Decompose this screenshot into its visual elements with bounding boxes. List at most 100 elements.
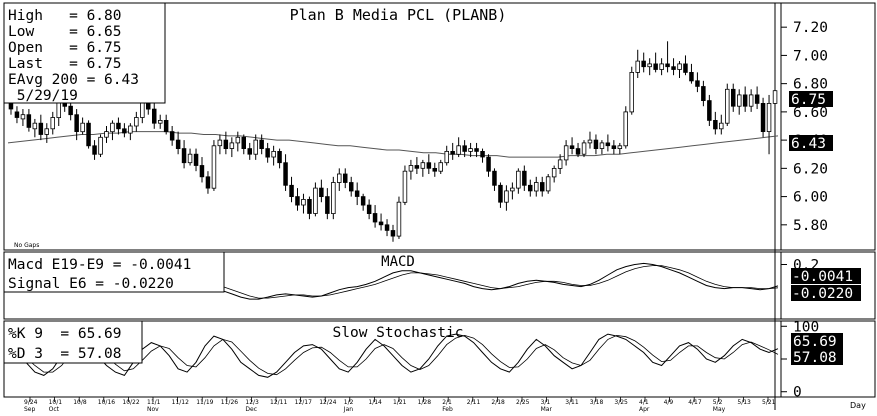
- date-tick-label: 10/1: [49, 399, 63, 406]
- last-price-badge-text: 6.75: [791, 92, 826, 108]
- date-tick-label: 12/24: [319, 399, 336, 406]
- candle: [26, 109, 32, 132]
- candle: [486, 154, 491, 177]
- chart-title: Plan B Media PCL (PLANB): [290, 6, 507, 24]
- candle: [444, 145, 449, 166]
- date-tick-label: 3/25: [614, 399, 628, 406]
- info-eavg: EAvg 200 = 6.43: [8, 72, 139, 88]
- candle: [731, 83, 736, 112]
- candle: [271, 145, 276, 166]
- candle: [719, 114, 724, 135]
- candle: [605, 134, 611, 152]
- price-panel: [3, 2, 782, 251]
- candle: [289, 176, 294, 203]
- candle: [551, 165, 557, 183]
- candle: [569, 137, 575, 155]
- candle: [92, 140, 97, 160]
- no-gaps-label: No Gaps: [14, 242, 39, 249]
- month-label: Dec: [245, 406, 257, 413]
- candle: [360, 193, 366, 211]
- candle: [331, 176, 336, 220]
- candle: [175, 131, 181, 155]
- candle: [474, 142, 479, 158]
- candle: [402, 165, 408, 206]
- candle: [641, 52, 646, 73]
- candle: [104, 126, 109, 143]
- candle: [677, 61, 682, 78]
- candle: [653, 52, 658, 73]
- month-label: Nov: [147, 406, 159, 413]
- date-tick-label: 11/12: [172, 399, 189, 406]
- candle: [38, 114, 44, 141]
- candle: [725, 83, 730, 126]
- date-tick-label: 2/25: [516, 399, 530, 406]
- candle: [193, 148, 199, 172]
- candle: [169, 126, 175, 146]
- date-tick-label: 4/9: [664, 399, 674, 406]
- stoch-d-line: [7, 334, 779, 376]
- last-price-badge: [789, 91, 833, 107]
- price-tick-label: 6.20: [793, 161, 828, 177]
- candle: [408, 159, 414, 180]
- macd-info-signal: Signal E6 = -0.0220: [8, 276, 174, 292]
- date-tick-label: 9/24: [24, 399, 38, 406]
- candle: [528, 179, 533, 197]
- date-tick-label: 12/11: [270, 399, 287, 406]
- date-tick-label: 1/21: [393, 399, 407, 406]
- candle: [116, 117, 121, 135]
- candle: [587, 131, 593, 149]
- candle: [110, 120, 115, 141]
- candle: [737, 89, 742, 115]
- k-badge-text: 65.69: [793, 334, 837, 350]
- candle: [181, 140, 187, 169]
- candle: [205, 171, 211, 194]
- candle: [468, 142, 473, 158]
- candle: [390, 224, 396, 242]
- signal-badge-text: -0.0220: [792, 286, 853, 302]
- date-tick-label: 2/11: [467, 399, 481, 406]
- d-badge-text: 57.08: [793, 350, 837, 366]
- date-tick-label: 5/21: [762, 399, 776, 406]
- candle: [426, 154, 432, 174]
- candle: [128, 123, 133, 141]
- signal-badge: [791, 285, 861, 301]
- date-tick-label: 11/1: [147, 399, 161, 406]
- price-scale-box: [780, 2, 876, 251]
- date-tick-label: 2/18: [491, 399, 505, 406]
- date-tick-label: 10/16: [98, 399, 115, 406]
- date-tick-label: 12/17: [295, 399, 312, 406]
- date-tick-label: 4/17: [688, 399, 702, 406]
- candle: [313, 182, 318, 217]
- candle: [187, 148, 193, 166]
- candle: [378, 213, 384, 231]
- macd-title: MACD: [381, 254, 415, 270]
- candle: [325, 188, 330, 220]
- candle: [68, 100, 73, 121]
- candle: [647, 58, 652, 76]
- candle: [265, 142, 270, 163]
- price-tick-label: 5.80: [793, 218, 828, 234]
- candle: [611, 140, 617, 155]
- candle: [438, 159, 443, 174]
- candle: [319, 179, 324, 203]
- stoch-info-k: %K 9 = 65.69: [8, 326, 122, 342]
- day-label: Day: [850, 401, 866, 410]
- candle: [581, 140, 587, 158]
- candle: [223, 131, 229, 155]
- candle: [80, 117, 85, 135]
- candle: [557, 154, 563, 174]
- candle: [742, 86, 748, 112]
- date-tick-label: 5/2: [713, 399, 723, 406]
- candle: [14, 106, 20, 124]
- date-tick-label: 3/18: [590, 399, 604, 406]
- date-tick-label: 1/14: [368, 399, 382, 406]
- candle: [629, 66, 635, 115]
- candle: [86, 120, 91, 149]
- date-tick-label: 11/26: [221, 399, 238, 406]
- stoch-title: Slow Stochastic: [333, 325, 464, 341]
- date-tick-label: 5/13: [737, 399, 751, 406]
- k-badge: [791, 333, 843, 349]
- candle: [122, 123, 127, 138]
- candle: [396, 196, 402, 239]
- price-tick-label: 6.80: [793, 77, 828, 93]
